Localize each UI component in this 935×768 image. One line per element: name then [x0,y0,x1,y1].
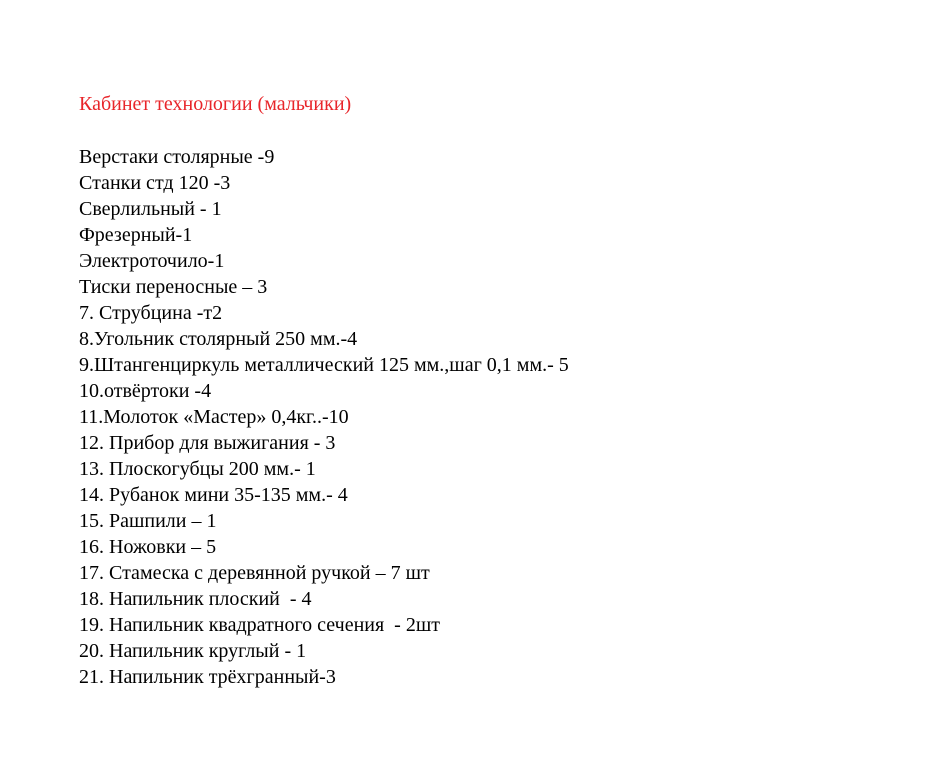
list-item: Тиски переносные – 3 [79,276,268,298]
list-item: 17. Стамеска с деревянной ручкой – 7 шт [79,562,430,584]
list-item: 11.Молоток «Мастер» 0,4кг..-10 [79,406,349,428]
list-item: 18. Напильник плоский - 4 [79,588,312,610]
document-title: Кабинет технологии (мальчики) [79,93,352,115]
list-item: 13. Плоскогубцы 200 мм.- 1 [79,458,316,480]
list-item: Верстаки столярные -9 [79,146,275,168]
list-item: 8.Угольник столярный 250 мм.-4 [79,328,358,350]
list-item: 9.Штангенциркуль металлический 125 мм.,ш… [79,354,569,376]
list-item: 10.отвёртоки -4 [79,380,212,402]
list-item: 14. Рубанок мини 35-135 мм.- 4 [79,484,348,506]
document-page: Кабинет технологии (мальчики) Верстаки с… [79,91,569,690]
list-item: Станки стд 120 -3 [79,172,231,194]
list-item: 12. Прибор для выжигания - 3 [79,432,336,454]
list-item: 16. Ножовки – 5 [79,536,217,558]
list-item: Фрезерный-1 [79,224,193,246]
list-item: 7. Струбцина -т2 [79,302,223,324]
list-item: Электроточило-1 [79,250,225,272]
list-item: Сверлильный - 1 [79,198,222,220]
list-item: 19. Напильник квадратного сечения - 2шт [79,614,440,636]
list-item: 15. Рашпили – 1 [79,510,217,532]
list-item: 21. Напильник трёхгранный-3 [79,666,336,688]
list-item: 20. Напильник круглый - 1 [79,640,307,662]
equipment-list: Верстаки столярные -9 Станки стд 120 -3 … [79,144,569,690]
